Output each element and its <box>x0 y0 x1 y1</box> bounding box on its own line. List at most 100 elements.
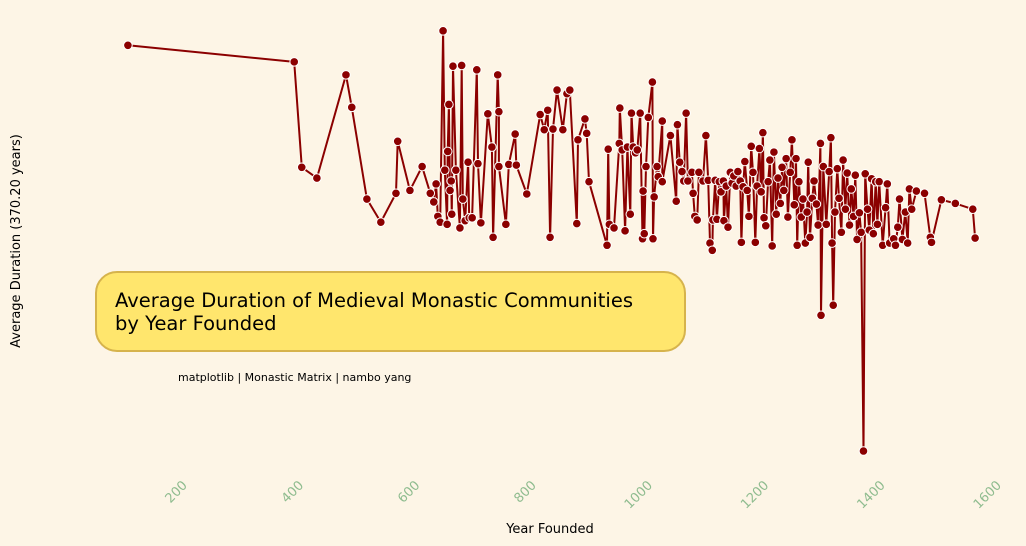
data-point <box>827 238 837 248</box>
data-point <box>494 161 504 172</box>
data-point <box>860 168 871 179</box>
data-point <box>442 219 452 230</box>
data-point <box>894 194 905 204</box>
data-point <box>440 165 450 175</box>
data-point <box>826 132 836 143</box>
data-point <box>671 196 682 207</box>
data-point <box>639 228 650 239</box>
data-point <box>792 240 802 251</box>
data-point <box>970 233 980 243</box>
data-point <box>844 220 855 230</box>
data-point <box>445 185 455 196</box>
data-point <box>681 108 691 118</box>
data-point <box>539 124 550 135</box>
data-point <box>694 167 704 178</box>
data-point <box>346 102 357 113</box>
data-point <box>603 144 614 155</box>
data-point <box>748 167 758 178</box>
data-point <box>425 188 436 199</box>
data-point <box>289 57 300 67</box>
data-point <box>635 108 645 118</box>
data-point <box>692 215 702 225</box>
x-axis-label: Year Founded <box>505 522 594 537</box>
y-axis-label: Average Duration (370.20 years) <box>9 134 24 348</box>
data-point <box>779 185 789 196</box>
data-point <box>392 136 403 147</box>
data-point <box>754 143 765 154</box>
data-point <box>760 220 771 231</box>
data-point <box>744 211 754 222</box>
data-point <box>376 217 386 227</box>
data-point <box>657 176 668 187</box>
data-point <box>758 127 768 138</box>
data-point <box>813 220 823 230</box>
data-point <box>488 232 498 243</box>
data-point <box>838 155 848 165</box>
data-point <box>950 198 961 209</box>
data-point <box>405 185 415 196</box>
data-point <box>674 157 685 168</box>
data-point <box>746 141 757 152</box>
data-point <box>471 65 482 75</box>
data-point <box>846 184 857 194</box>
data-point <box>341 70 351 80</box>
data-point <box>672 119 683 130</box>
data-point <box>473 158 483 169</box>
data-point <box>919 188 930 199</box>
data-point <box>511 160 522 170</box>
data-point <box>638 186 648 196</box>
data-point <box>643 112 654 123</box>
data-point <box>501 219 511 230</box>
data-point <box>733 166 743 177</box>
data-point <box>781 153 791 164</box>
data-point <box>641 161 651 172</box>
data-point <box>830 207 840 217</box>
data-point <box>701 130 711 141</box>
data-point <box>765 155 775 165</box>
data-point <box>906 204 917 214</box>
data-point <box>882 179 893 189</box>
data-point <box>652 161 662 172</box>
data-point <box>572 218 582 229</box>
data-point <box>787 135 797 145</box>
data-point <box>448 61 458 72</box>
data-point <box>688 188 698 199</box>
data-point <box>535 109 545 120</box>
data-point <box>785 167 796 178</box>
data-point <box>854 207 865 218</box>
data-point <box>362 194 372 204</box>
data-point <box>648 233 658 244</box>
data-point <box>890 240 901 251</box>
data-point <box>428 197 439 207</box>
data-point <box>312 173 322 183</box>
data-point <box>911 186 922 196</box>
data-point <box>510 129 520 139</box>
data-point <box>446 209 457 220</box>
data-point <box>558 124 568 135</box>
data-point <box>632 145 643 155</box>
data-point <box>802 207 812 217</box>
data-point <box>455 223 465 233</box>
data-point <box>626 108 637 118</box>
data-point <box>456 60 467 71</box>
data-point <box>742 185 752 196</box>
data-point <box>123 40 133 51</box>
data-point <box>625 209 636 220</box>
data-point <box>842 168 852 178</box>
data-point <box>840 204 851 214</box>
data-point <box>750 237 761 248</box>
data-point <box>552 85 562 95</box>
data-point <box>880 202 891 213</box>
data-point <box>767 241 777 251</box>
data-point <box>821 219 832 230</box>
data-point <box>798 194 808 204</box>
data-point <box>756 187 766 197</box>
data-point <box>620 226 630 236</box>
data-point <box>723 222 733 233</box>
data-point <box>834 193 844 204</box>
data-point <box>444 99 454 110</box>
data-point <box>803 157 814 168</box>
data-point <box>874 176 884 187</box>
data-point <box>707 245 718 256</box>
